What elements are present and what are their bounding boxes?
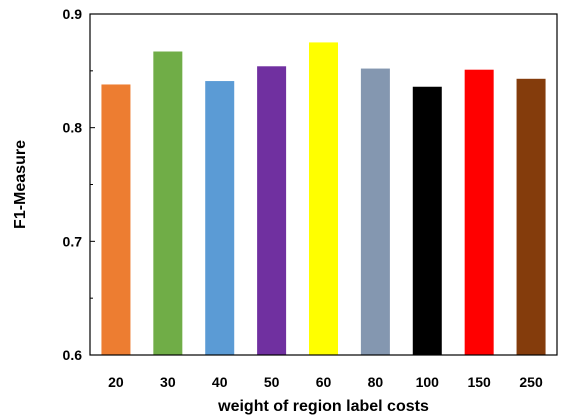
bar-100 [412, 86, 442, 355]
bars-group [101, 42, 546, 356]
bar-60 [309, 42, 338, 356]
bar-20 [101, 84, 131, 356]
x-tick-label-250: 250 [519, 374, 543, 390]
y-tick-label: 0.9 [63, 6, 83, 22]
x-tick-label-50: 50 [264, 374, 280, 390]
x-tick-label-100: 100 [416, 374, 440, 390]
x-tick-label-80: 80 [368, 374, 384, 390]
bar-40 [205, 81, 235, 356]
y-tick-label: 0.8 [63, 120, 83, 136]
bar-80 [360, 68, 390, 355]
bar-30 [153, 51, 183, 355]
y-axis-ticks: 0.6 0.7 0.8 0.9 [63, 6, 95, 363]
bar-50 [257, 66, 287, 355]
x-tick-label-40: 40 [212, 374, 228, 390]
x-axis-tick-labels: 20 30 40 50 60 80 100 150 250 [108, 374, 543, 390]
y-tick-label: 0.7 [63, 233, 83, 249]
bar-250 [516, 78, 546, 355]
y-axis-title: F1-Measure [12, 140, 29, 229]
x-tick-label-60: 60 [316, 374, 332, 390]
x-tick-label-30: 30 [160, 374, 176, 390]
x-tick-label-20: 20 [108, 374, 124, 390]
y-tick-label: 0.6 [63, 347, 83, 363]
x-tick-label-150: 150 [467, 374, 491, 390]
x-axis-title: weight of region label costs [217, 398, 429, 415]
plot-frame [89, 13, 558, 356]
bar-150 [464, 69, 494, 356]
